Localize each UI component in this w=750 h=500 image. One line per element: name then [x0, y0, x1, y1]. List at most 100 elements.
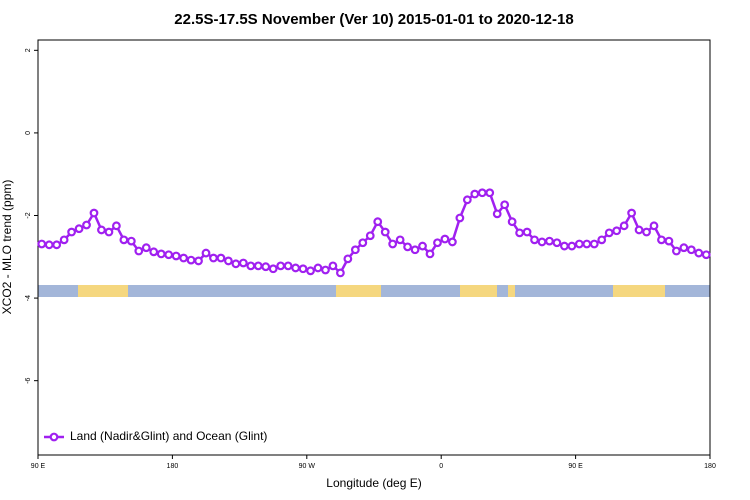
data-point: [642, 227, 651, 237]
data-point: [455, 213, 465, 223]
surface-strip: [38, 285, 710, 297]
data-point: [246, 261, 256, 271]
data-point: [619, 221, 629, 231]
data-point: [223, 256, 233, 266]
data-point: [582, 239, 592, 249]
data-point: [111, 221, 121, 231]
data-point: [373, 217, 383, 227]
data-point: [410, 245, 420, 255]
data-point: [440, 234, 450, 244]
data-point: [522, 227, 532, 237]
data-point: [209, 253, 218, 263]
data-point: [567, 241, 577, 251]
y-tick-label: -6: [25, 377, 32, 383]
data-point: [179, 253, 189, 263]
y-tick-label: 2: [25, 48, 32, 52]
legend-label: Land (Nadir&Glint) and Ocean (Glint): [70, 429, 267, 443]
data-point: [477, 188, 487, 198]
data-point: [37, 239, 47, 249]
data-point: [425, 249, 435, 259]
data-point: [253, 261, 263, 271]
y-tick-label: -2: [25, 212, 32, 218]
data-point: [67, 227, 76, 237]
x-tick-label: 180: [167, 463, 179, 470]
land-band: [613, 285, 665, 297]
data-point: [664, 236, 674, 246]
data-point: [216, 253, 226, 263]
x-tick-label: 90 W: [299, 463, 316, 470]
data-point: [291, 263, 301, 273]
data-point: [679, 243, 689, 253]
x-tick-label: 90 E: [31, 463, 46, 470]
data-point: [627, 208, 636, 218]
data-point: [686, 245, 696, 255]
data-point: [276, 261, 286, 271]
data-point: [470, 189, 480, 199]
data-point: [649, 221, 659, 231]
data-point: [530, 235, 539, 245]
data-point: [597, 235, 607, 245]
data-point: [500, 200, 510, 210]
data-point: [336, 268, 345, 278]
data-point: [343, 254, 353, 264]
data-point: [44, 240, 54, 250]
data-point: [194, 256, 203, 266]
data-point: [545, 236, 554, 246]
data-point: [388, 239, 398, 249]
data-point: [507, 217, 517, 227]
data-point: [380, 227, 390, 237]
data-point: [634, 225, 644, 235]
data-point: [171, 251, 181, 261]
data-point: [701, 250, 711, 260]
data-point: [104, 227, 114, 237]
data-point: [418, 241, 427, 251]
data-point: [74, 224, 84, 234]
land-band: [508, 285, 515, 297]
data-point: [552, 238, 562, 248]
data-point: [134, 246, 144, 256]
data-point: [149, 247, 159, 257]
data-point: [433, 238, 442, 248]
data-point: [261, 262, 271, 272]
data-point: [313, 263, 323, 273]
chart-title: 22.5S-17.5S November (Ver 10) 2015-01-01…: [174, 11, 573, 28]
data-point: [403, 242, 413, 252]
x-tick-label: 180: [704, 463, 716, 470]
data-point: [298, 264, 308, 274]
data-point: [657, 235, 666, 245]
x-tick-label: 0: [439, 463, 443, 470]
data-point: [186, 255, 196, 265]
data-point: [485, 188, 495, 198]
data-point: [604, 228, 614, 238]
data-point: [201, 248, 211, 258]
data-point: [492, 209, 502, 219]
data-point: [358, 238, 368, 248]
data-point: [164, 250, 174, 260]
data-point: [268, 264, 278, 274]
data-point: [231, 259, 241, 269]
data-point: [82, 220, 91, 230]
data-point: [141, 243, 151, 253]
data-point: [350, 245, 360, 255]
data-point: [119, 235, 129, 245]
data-point: [537, 237, 547, 247]
data-point: [321, 265, 330, 275]
data-point: [589, 239, 599, 249]
y-tick-label: -4: [25, 295, 32, 301]
data-point: [52, 240, 62, 250]
data-point: [89, 208, 99, 218]
data-point: [560, 241, 569, 251]
plot-frame: [37, 39, 711, 456]
data-point: [448, 237, 457, 247]
data-point: [59, 235, 69, 245]
y-tick-label: 0: [25, 131, 32, 135]
x-axis-label: Longitude (deg E): [326, 476, 421, 490]
data-point: [365, 231, 375, 241]
data-point: [97, 225, 106, 235]
land-band: [78, 285, 128, 297]
x-tick-label: 90 E: [568, 463, 583, 470]
y-axis-label: XCO2 - MLO trend (ppm): [0, 180, 14, 315]
data-point: [395, 235, 405, 245]
data-point: [306, 266, 315, 276]
